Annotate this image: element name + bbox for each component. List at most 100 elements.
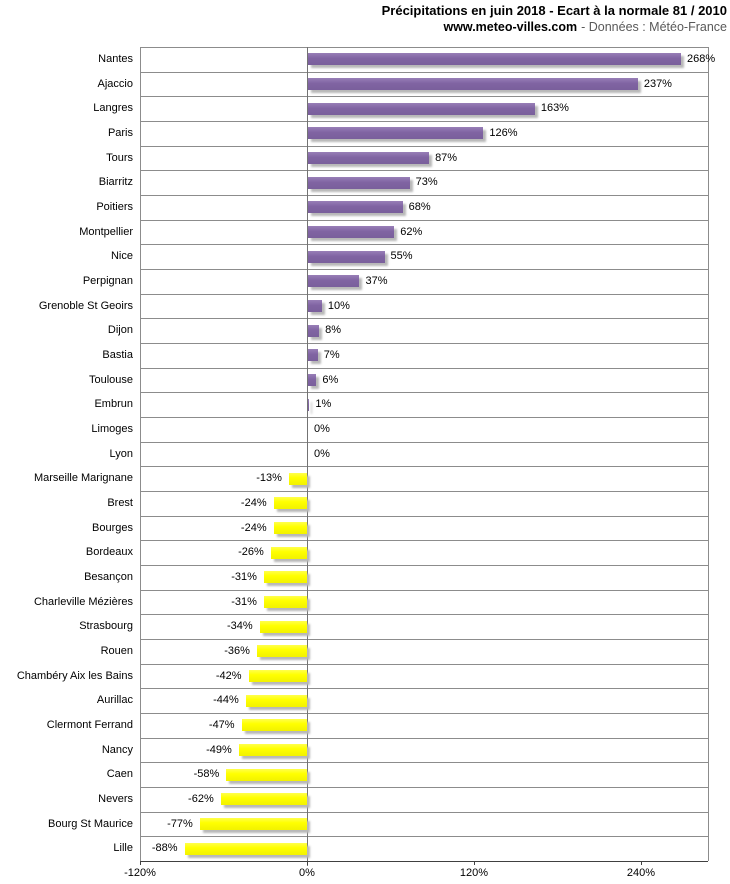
gridline xyxy=(140,71,708,73)
gridline xyxy=(140,466,708,468)
bar xyxy=(184,842,307,855)
category-label: Paris xyxy=(107,127,133,139)
bar xyxy=(308,324,320,337)
bar-value-label: -77% xyxy=(167,817,193,830)
gridline xyxy=(140,392,708,394)
category-label: Nancy xyxy=(101,743,133,756)
bar-value-label: -26% xyxy=(238,546,264,559)
bar-value-label: 55% xyxy=(390,250,413,263)
category-label: Perpignan xyxy=(82,275,133,287)
bar xyxy=(288,472,307,485)
x-tick-mark xyxy=(140,861,141,865)
category-label: Tours xyxy=(106,151,133,164)
gridline xyxy=(140,762,708,764)
bar xyxy=(263,571,307,584)
category-label: Lille xyxy=(113,842,133,855)
bar xyxy=(256,645,307,658)
category-label: Clermont Ferrand xyxy=(46,719,133,731)
gridline xyxy=(140,565,708,566)
plot-right-border xyxy=(708,47,709,861)
bar xyxy=(308,300,322,312)
gridline xyxy=(140,589,708,591)
gridline xyxy=(140,318,708,320)
plot-left-border xyxy=(140,47,141,861)
category-label: Ajaccio xyxy=(97,77,133,90)
bar xyxy=(308,201,403,214)
bar-value-label: 68% xyxy=(408,201,431,213)
gridline xyxy=(140,219,708,221)
category-label: Rouen xyxy=(100,645,133,657)
gridline xyxy=(140,614,708,616)
gridline xyxy=(140,195,708,196)
gridline xyxy=(140,96,708,98)
category-label: Aurillac xyxy=(96,694,133,707)
gridline xyxy=(140,688,708,690)
x-tick-label: 120% xyxy=(459,867,489,879)
category-label: Chambéry Aix les Bains xyxy=(16,669,133,682)
zero-axis-line xyxy=(307,47,308,866)
gridline xyxy=(140,639,708,640)
bar-value-label: -13% xyxy=(256,472,282,485)
category-label: Strasbourg xyxy=(79,620,133,633)
bar xyxy=(199,818,307,830)
category-label: Limoges xyxy=(91,423,133,435)
gridline xyxy=(140,663,708,665)
bar-value-label: -36% xyxy=(224,645,250,657)
category-label: Marseille Marignane xyxy=(33,472,133,485)
gridline xyxy=(140,244,708,246)
bar xyxy=(308,78,638,90)
bar-value-label: 37% xyxy=(365,275,388,287)
category-label: Brest xyxy=(107,497,133,509)
bar-value-label: -62% xyxy=(188,793,214,805)
bar-value-label: -47% xyxy=(208,719,235,731)
gridline xyxy=(140,491,708,492)
gridline xyxy=(140,367,708,369)
gridline xyxy=(140,836,708,838)
category-label: Biarritz xyxy=(98,176,133,189)
bar-value-label: -49% xyxy=(206,743,232,756)
bar-value-label: 6% xyxy=(322,373,339,386)
bar xyxy=(220,793,307,806)
bar-value-label: -88% xyxy=(151,842,178,855)
gridline xyxy=(140,713,708,714)
source-note: - Données : Météo-France xyxy=(581,20,727,34)
bar xyxy=(238,744,307,756)
x-tick-label: 0% xyxy=(299,867,315,879)
x-tick-label: 240% xyxy=(626,867,656,879)
bar-value-label: -24% xyxy=(240,521,267,534)
bar xyxy=(226,768,307,781)
bar-value-label: 8% xyxy=(325,324,342,337)
category-label: Nevers xyxy=(98,793,133,805)
gridline xyxy=(140,343,708,344)
bar-value-label: 87% xyxy=(435,151,458,164)
bar-value-label: -31% xyxy=(231,595,257,608)
chart-title: Précipitations en juin 2018 - Ecart à la… xyxy=(381,3,727,18)
chart-header: Précipitations en juin 2018 - Ecart à la… xyxy=(382,3,727,35)
category-label: Lyon xyxy=(109,447,133,460)
bar xyxy=(241,719,307,732)
x-tick-mark xyxy=(641,861,642,865)
gridline xyxy=(140,811,708,813)
gridline xyxy=(140,737,708,739)
bar-value-label: 163% xyxy=(540,102,569,115)
bar xyxy=(245,694,307,707)
category-label: Grenoble St Geoirs xyxy=(38,299,133,312)
bar xyxy=(308,226,395,238)
gridline xyxy=(140,417,708,418)
category-label: Dijon xyxy=(107,324,133,337)
bar xyxy=(308,127,484,140)
gridline xyxy=(140,47,708,48)
bar xyxy=(308,250,385,263)
category-label: Bordeaux xyxy=(85,546,133,559)
category-label: Nice xyxy=(110,250,133,263)
bar-value-label: -31% xyxy=(231,571,257,583)
bar-value-label: 7% xyxy=(323,349,340,361)
category-label: Poitiers xyxy=(96,201,133,213)
bar-value-label: -34% xyxy=(227,620,253,633)
bar xyxy=(248,670,307,682)
source-site: www.meteo-villes.com xyxy=(443,20,578,34)
chart-subtitle: www.meteo-villes.com - Données : Météo-Fr… xyxy=(382,19,727,35)
bar xyxy=(308,102,535,115)
category-label: Toulouse xyxy=(88,373,133,386)
